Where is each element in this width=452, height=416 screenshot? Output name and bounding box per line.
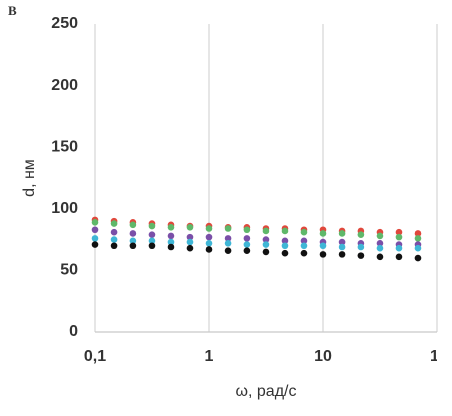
point bbox=[205, 239, 213, 247]
point bbox=[224, 235, 232, 242]
point bbox=[376, 244, 384, 252]
x-tick-label: 100 bbox=[430, 348, 452, 365]
x-tick-label: 0,1 bbox=[84, 348, 106, 365]
point bbox=[376, 232, 384, 240]
point bbox=[186, 238, 194, 246]
point bbox=[167, 232, 175, 240]
point bbox=[224, 225, 232, 232]
x-tick-label: 1 bbox=[205, 348, 214, 365]
point bbox=[186, 233, 194, 241]
point bbox=[262, 248, 270, 256]
point bbox=[186, 223, 194, 231]
point bbox=[357, 231, 365, 238]
point bbox=[110, 242, 118, 250]
point bbox=[300, 249, 308, 257]
point bbox=[243, 226, 251, 234]
x-axis-label: ω, рад/с bbox=[236, 383, 297, 400]
point bbox=[91, 235, 99, 242]
point bbox=[91, 226, 99, 234]
point bbox=[167, 238, 175, 246]
point bbox=[91, 241, 99, 248]
point bbox=[243, 241, 251, 248]
point bbox=[167, 243, 175, 251]
y-axis-label: d, нм bbox=[21, 159, 38, 197]
point bbox=[376, 253, 384, 261]
panel-label: В bbox=[8, 3, 17, 18]
point bbox=[281, 227, 289, 235]
x-tick-label: 10 bbox=[314, 348, 332, 365]
point bbox=[224, 247, 232, 254]
point bbox=[110, 228, 118, 236]
point bbox=[129, 221, 137, 229]
point bbox=[376, 239, 384, 247]
point bbox=[338, 238, 346, 246]
point bbox=[414, 244, 422, 252]
point bbox=[243, 235, 251, 242]
point bbox=[414, 254, 422, 262]
point bbox=[205, 246, 213, 253]
y-tick-label: 0 bbox=[69, 323, 78, 340]
point bbox=[91, 219, 99, 226]
point bbox=[129, 230, 137, 237]
point bbox=[129, 237, 137, 245]
point bbox=[395, 228, 403, 236]
point bbox=[110, 236, 118, 243]
y-tick-label: 200 bbox=[51, 77, 78, 94]
point bbox=[167, 223, 175, 231]
point bbox=[395, 233, 403, 241]
point bbox=[281, 237, 289, 245]
point bbox=[357, 252, 365, 259]
point bbox=[243, 247, 251, 254]
y-tick-label: 250 bbox=[51, 15, 78, 32]
point bbox=[262, 236, 270, 243]
y-tick-label: 100 bbox=[51, 200, 78, 217]
point bbox=[357, 243, 365, 251]
point bbox=[395, 253, 403, 261]
point bbox=[262, 241, 270, 248]
y-tick-label: 150 bbox=[51, 138, 78, 155]
point bbox=[281, 242, 289, 250]
point bbox=[338, 251, 346, 258]
point bbox=[281, 249, 289, 257]
point bbox=[319, 251, 327, 258]
point bbox=[300, 242, 308, 250]
point bbox=[414, 230, 422, 237]
point bbox=[148, 222, 156, 230]
point bbox=[129, 242, 137, 250]
point bbox=[148, 237, 156, 245]
point bbox=[414, 235, 422, 242]
y-tick-label: 50 bbox=[60, 262, 78, 279]
point bbox=[300, 228, 308, 236]
point bbox=[262, 227, 270, 235]
point bbox=[205, 225, 213, 232]
point bbox=[319, 230, 327, 237]
point bbox=[186, 244, 194, 252]
point bbox=[338, 243, 346, 251]
x-ticks: 0,1 1 10 100 bbox=[84, 348, 452, 365]
point bbox=[319, 242, 327, 250]
point bbox=[224, 239, 232, 247]
point bbox=[148, 231, 156, 238]
point bbox=[300, 237, 308, 245]
point bbox=[110, 220, 118, 227]
point bbox=[205, 233, 213, 241]
point bbox=[338, 230, 346, 237]
point bbox=[395, 244, 403, 252]
point bbox=[148, 242, 156, 250]
